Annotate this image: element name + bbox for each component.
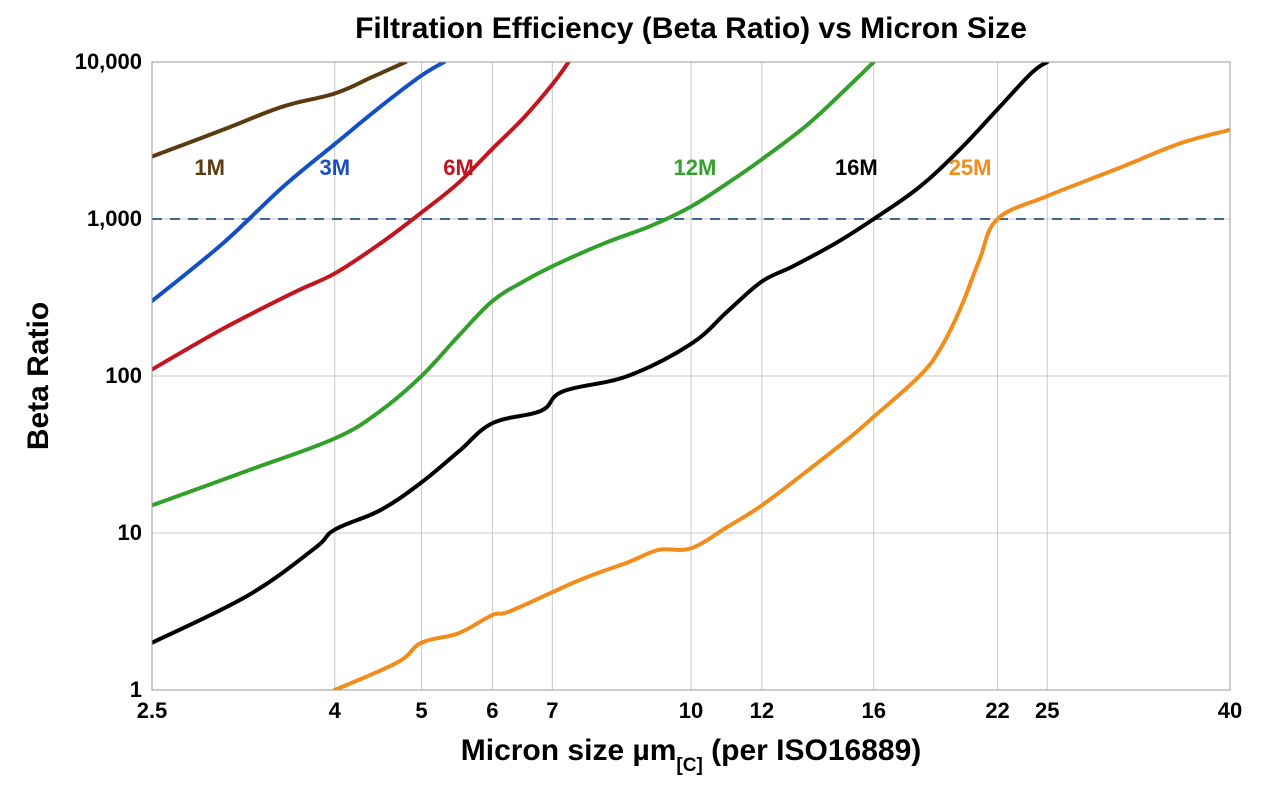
y-tick-label: 1 xyxy=(130,677,142,702)
y-tick-label: 10,000 xyxy=(75,49,142,74)
x-tick-label: 4 xyxy=(329,698,342,723)
x-tick-label: 22 xyxy=(985,698,1009,723)
series-label-25M: 25M xyxy=(949,155,992,180)
series-label-3M: 3M xyxy=(319,155,350,180)
x-tick-label: 7 xyxy=(546,698,558,723)
series-label-6M: 6M xyxy=(443,155,474,180)
x-tick-label: 40 xyxy=(1218,698,1242,723)
chart-svg: Filtration Efficiency (Beta Ratio) vs Mi… xyxy=(0,0,1272,790)
y-tick-label: 10 xyxy=(118,520,142,545)
x-tick-label: 6 xyxy=(486,698,498,723)
x-tick-label: 10 xyxy=(679,698,703,723)
x-axis-label-part3: (per ISO16889) xyxy=(703,734,921,767)
x-tick-label: 16 xyxy=(861,698,885,723)
y-tick-label: 1,000 xyxy=(87,206,142,231)
series-label-1M: 1M xyxy=(194,155,225,180)
y-tick-label: 100 xyxy=(105,363,142,388)
y-axis-label: Beta Ratio xyxy=(22,302,55,450)
x-tick-label: 5 xyxy=(415,698,427,723)
chart-container: Filtration Efficiency (Beta Ratio) vs Mi… xyxy=(0,0,1272,790)
series-label-16M: 16M xyxy=(835,155,878,180)
x-tick-label: 12 xyxy=(750,698,774,723)
chart-title: Filtration Efficiency (Beta Ratio) vs Mi… xyxy=(355,12,1027,45)
x-tick-label: 25 xyxy=(1035,698,1059,723)
series-label-12M: 12M xyxy=(673,155,716,180)
x-axis-label-sub: [C] xyxy=(676,755,702,776)
x-axis-label-part1: Micron size µm xyxy=(461,734,677,767)
x-axis-label: Micron size µm[C] (per ISO16889) xyxy=(461,734,922,776)
